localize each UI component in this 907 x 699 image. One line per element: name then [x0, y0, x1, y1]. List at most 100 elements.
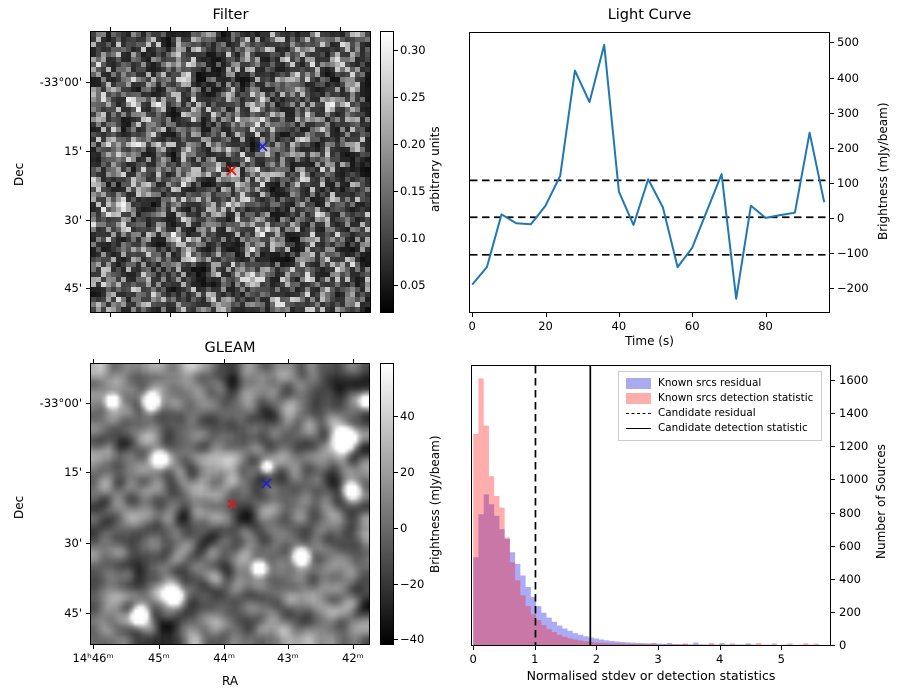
gleam-cbar-tick-label: 20	[400, 464, 415, 479]
legend-dashed-line	[626, 413, 651, 414]
filter-cbar-tick-label: 0.20	[400, 136, 426, 151]
filter-map-panel	[90, 31, 371, 313]
filter-xtick	[109, 313, 111, 317]
gleam-title: GLEAM	[204, 340, 256, 356]
histogram-ytick-label: 1000	[839, 472, 869, 487]
gleam-cbar-tick	[394, 416, 398, 418]
gleam-xtick-label: 43ᵐ	[277, 651, 299, 665]
light-curve-ytick	[830, 77, 834, 79]
filter-ylabel: Dec	[12, 162, 26, 186]
histogram-ytick-label: 1600	[839, 373, 869, 388]
gleam-cbar-tick	[394, 471, 398, 473]
filter-xtick-top	[340, 27, 342, 31]
legend-entry: Candidate residual	[626, 406, 813, 421]
gleam-ytick-label: -33°00'	[39, 396, 82, 411]
light-curve-xtick	[618, 313, 620, 317]
light-curve-xtick	[472, 313, 474, 317]
filter-xtick-top	[109, 27, 111, 31]
histogram-xtick-label: 3	[654, 652, 662, 666]
gleam-cbar-tick-label: −20	[400, 576, 425, 591]
histogram-ytick	[831, 645, 835, 646]
filter-ytick-label: 15'	[64, 144, 82, 159]
gleam-ylabel: Dec	[12, 495, 26, 519]
gleam-sky-image	[91, 364, 369, 644]
filter-ytick	[86, 219, 90, 221]
histogram-xtick-label: 0	[469, 652, 477, 666]
gleam-ytick-label: 45'	[64, 606, 82, 621]
gleam-xtick-top	[224, 359, 226, 363]
histogram-xtick	[658, 646, 660, 650]
histogram-ytick	[831, 578, 835, 580]
known-src-x-marker	[261, 478, 272, 489]
histogram-ytick-label: 0	[839, 638, 847, 652]
gleam-ytick	[86, 542, 90, 544]
known-src-x-marker	[257, 141, 268, 152]
histogram-xtick	[473, 646, 475, 650]
light-curve-xtick-label: 60	[684, 319, 700, 333]
histogram-xlabel: Normalised stdev or detection statistics	[526, 668, 776, 683]
filter-xtick	[170, 313, 172, 317]
light-curve-xlabel: Time (s)	[625, 334, 674, 348]
light-curve-xtick	[545, 313, 547, 317]
histogram-xtick	[719, 646, 721, 650]
filter-cbar-tick	[394, 49, 398, 51]
gleam-ytick	[86, 403, 90, 405]
histogram-ytick-label: 600	[839, 538, 861, 553]
histogram-xtick	[781, 646, 783, 650]
gleam-ytick	[86, 613, 90, 615]
histogram-xtick-label: 1	[531, 652, 539, 666]
filter-ytick-label: 30'	[64, 212, 82, 227]
histogram-ytick	[831, 413, 835, 415]
histogram-ytick-label: 1400	[839, 406, 869, 421]
histogram-xtick	[534, 646, 536, 650]
gleam-xtick	[352, 645, 354, 649]
light-curve-panel	[469, 32, 830, 313]
histogram-ytick	[831, 545, 835, 547]
legend-label: Candidate residual	[658, 407, 756, 419]
histogram-ytick-label: 1200	[839, 439, 869, 454]
gleam-ytick-label: 30'	[64, 535, 82, 550]
light-curve-ytick	[830, 288, 834, 290]
light-curve-ylabel: Brightness (mJy/beam)	[876, 102, 890, 240]
light-curve-ytick	[830, 147, 834, 149]
gleam-xtick-label: 14ʰ46ᵐ	[72, 651, 114, 665]
legend-entry: Known srcs residual	[626, 376, 813, 391]
histogram-series-0	[473, 494, 819, 645]
light-curve-plot	[470, 43, 829, 300]
gleam-xtick-top	[93, 359, 95, 363]
filter-cbar-tick-label: 0.10	[400, 230, 426, 245]
filter-ytick-label: -33°00'	[39, 75, 82, 90]
gleam-xtick-top	[158, 359, 160, 363]
filter-cbar-tick-label: 0.25	[400, 89, 426, 104]
light-curve-title: Light Curve	[607, 7, 692, 23]
gleam-xlabel: RA	[221, 674, 239, 688]
light-curve-ytick	[830, 253, 834, 255]
histogram-legend: Known srcs residual Known srcs detection …	[618, 371, 823, 441]
histogram-ytick-label: 400	[839, 571, 861, 586]
gleam-xtick-label: 45ᵐ	[147, 651, 170, 665]
light-curve-xtick	[692, 313, 694, 317]
candidate-x-marker	[225, 165, 237, 176]
light-curve-ytick-label: 400	[837, 70, 859, 85]
gleam-map-panel	[90, 363, 370, 645]
gleam-cbar-tick	[394, 639, 398, 641]
gleam-xtick-top	[287, 359, 289, 363]
gleam-cbar-tick-label: 40	[400, 409, 415, 424]
histogram-ytick-label: 200	[839, 604, 861, 619]
filter-xtick-top	[170, 27, 172, 31]
legend-label: Known srcs detection statistic	[658, 392, 814, 404]
gleam-ytick-label: 15'	[64, 465, 82, 480]
filter-title: Filter	[212, 7, 249, 23]
light-curve-ytick-label: 100	[837, 175, 859, 190]
gleam-cbar-tick-label: −40	[400, 632, 425, 647]
light-curve-xtick-label: 40	[611, 319, 627, 333]
filter-xtick	[340, 313, 342, 317]
light-curve-xtick	[765, 313, 767, 317]
light-curve-xtick-label: 20	[538, 319, 553, 333]
histogram-ytick	[831, 479, 835, 481]
light-curve-xtick-label: 80	[758, 319, 773, 333]
light-curve-xtick-label: 0	[468, 319, 476, 333]
filter-colorbar-label: arbitrary units	[428, 126, 442, 212]
histogram-plot	[473, 366, 819, 645]
